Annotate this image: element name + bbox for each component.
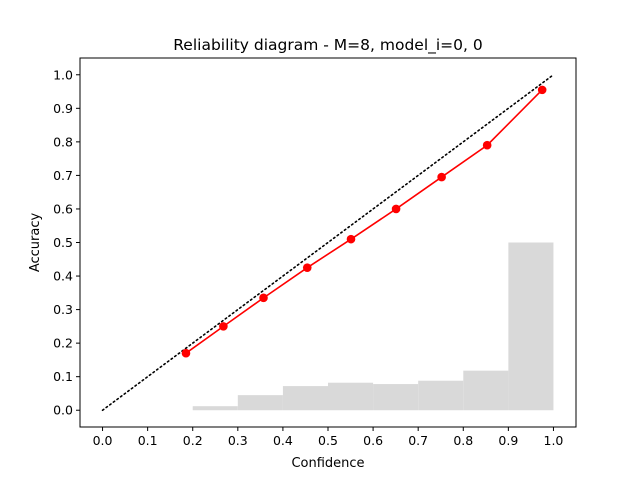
histogram-bar xyxy=(328,382,374,411)
x-tick-label: 0.7 xyxy=(408,433,428,448)
calibration-point xyxy=(259,293,268,303)
histogram-bar xyxy=(282,386,328,411)
histogram-bar xyxy=(192,406,238,411)
x-tick-label: 0.5 xyxy=(318,433,338,448)
y-tick-label: 0.3 xyxy=(53,302,73,317)
calibration-point xyxy=(181,348,191,358)
y-tick-label: 0.4 xyxy=(53,269,73,284)
x-tick-label: 0.3 xyxy=(228,433,248,448)
histogram-bar xyxy=(463,370,509,411)
histogram-bar xyxy=(418,380,464,411)
calibration-point xyxy=(219,322,228,331)
calibration-point xyxy=(346,234,356,244)
calibration-point xyxy=(482,140,492,150)
x-tick-label: 1.0 xyxy=(544,433,564,448)
y-tick-label: 0.2 xyxy=(53,336,73,351)
y-tick-label: 1.0 xyxy=(53,67,73,82)
calibration-point xyxy=(537,85,547,95)
reference-layer xyxy=(101,73,555,412)
calibration-point xyxy=(437,172,446,182)
y-tick-label: 0.8 xyxy=(53,134,73,149)
x-tick-label: 0.4 xyxy=(273,433,293,448)
perfect-calibration-line xyxy=(101,73,555,412)
histogram-bar xyxy=(373,384,419,411)
calibration-line-layer xyxy=(181,85,547,358)
y-tick-label: 0.5 xyxy=(53,235,73,250)
x-axis-ticks: 0.0 0.1 0.2 0.3 0.4 0.5 0.6 0.7 0.8 0.9 1.0 xyxy=(93,427,564,448)
x-tick-label: 0.6 xyxy=(363,433,383,448)
histogram-layer xyxy=(192,242,554,411)
y-tick-label: 0.9 xyxy=(53,101,73,116)
y-axis-label: Accuracy xyxy=(28,213,43,273)
x-tick-label: 0.8 xyxy=(453,433,473,448)
x-tick-label: 0.0 xyxy=(93,433,113,448)
y-axis-ticks: 0.0 0.1 0.2 0.3 0.4 0.5 0.6 0.7 0.8 0.9 1.0 xyxy=(53,67,80,418)
chart-title: Reliability diagram - M=8, model_i=0, 0 xyxy=(173,36,483,55)
y-tick-label: 0.7 xyxy=(53,168,73,183)
y-tick-label: 0.6 xyxy=(53,201,73,216)
x-tick-label: 0.2 xyxy=(183,433,203,448)
calibration-point xyxy=(302,263,312,272)
calibration-point xyxy=(391,204,401,214)
histogram-bar xyxy=(237,395,283,411)
x-axis-label: Confidence xyxy=(291,456,364,471)
y-tick-label: 0.0 xyxy=(53,403,73,418)
x-tick-label: 0.9 xyxy=(498,433,518,448)
y-tick-label: 0.1 xyxy=(53,369,73,384)
histogram-bar xyxy=(508,242,554,411)
x-tick-label: 0.1 xyxy=(138,433,158,448)
